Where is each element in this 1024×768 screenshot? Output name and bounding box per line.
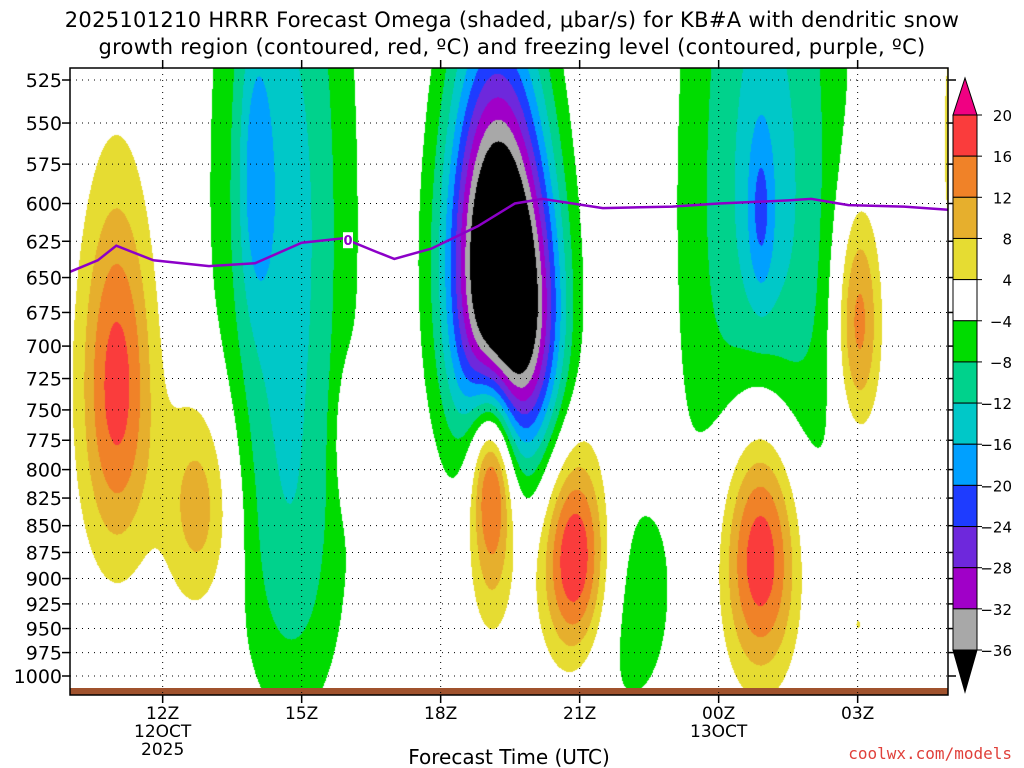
freezing-level-label-bg xyxy=(342,232,353,249)
y-tick-label: 600 xyxy=(26,194,62,216)
x-axis-title: Forecast Time (UTC) xyxy=(408,745,610,768)
y-tick-label: 700 xyxy=(26,336,62,358)
y-tick-label: 550 xyxy=(26,113,62,135)
colorbar-segment xyxy=(952,402,978,445)
colorbar-segment xyxy=(952,608,978,651)
colorbar-segment xyxy=(952,484,978,528)
colorbar-segment xyxy=(952,155,978,198)
colorbar-segment xyxy=(952,196,978,239)
y-tick-label: 750 xyxy=(26,400,62,422)
colorbar-label: 4 xyxy=(1002,272,1012,290)
y-tick-label: 950 xyxy=(26,619,62,641)
colorbar-label: 12 xyxy=(993,189,1012,207)
colorbar-label: 8 xyxy=(1002,230,1012,248)
colorbar-label: −4 xyxy=(990,313,1012,331)
source-credit: coolwx.com/models xyxy=(848,744,1012,763)
x-tick-label: 00Z xyxy=(702,704,735,724)
y-tick-label: 975 xyxy=(26,643,62,665)
colorbar-segment xyxy=(952,567,978,610)
x-tick-label: 12Z xyxy=(146,704,179,724)
x-tick-label: 21Z xyxy=(563,704,596,724)
plot-frame xyxy=(69,67,949,696)
colorbar-label: −16 xyxy=(980,436,1012,454)
colorbar-segment xyxy=(952,237,978,281)
y-tick-label: 675 xyxy=(26,302,62,324)
freezing-level-line xyxy=(69,197,949,273)
y-tick-label: 1000 xyxy=(14,666,62,688)
colorbar-label: −8 xyxy=(990,354,1012,372)
colorbar-label: −24 xyxy=(980,519,1012,537)
x-tick-label: 03Z xyxy=(841,704,874,724)
y-tick-label: 625 xyxy=(26,231,62,253)
y-tick-label: 850 xyxy=(26,516,62,538)
x-tick-label: 2025 xyxy=(141,740,184,760)
colorbar-label: −20 xyxy=(980,477,1012,495)
colorbar-label: 20 xyxy=(993,107,1012,125)
omega-shading xyxy=(70,68,948,695)
colorbar-label: −28 xyxy=(980,560,1012,578)
x-tick-label: 12OCT xyxy=(134,722,192,742)
y-tick-label: 725 xyxy=(26,369,62,391)
colorbar-segment xyxy=(952,443,978,486)
x-tick-label: 18Z xyxy=(424,704,457,724)
x-tick-label: 13OCT xyxy=(690,722,748,742)
colorbar-label: −12 xyxy=(980,395,1012,413)
chart-title-line-1: 2025101210 HRRR Forecast Omega (shaded, … xyxy=(64,8,960,32)
colorbar-arrow-top xyxy=(952,76,978,116)
colorbar-segment xyxy=(952,279,978,322)
chart-title-line-2: growth region (contoured, red, ºC) and f… xyxy=(98,35,926,59)
colorbar-arrow-bottom xyxy=(952,649,978,694)
x-tick-label: 15Z xyxy=(285,704,318,724)
y-tick-label: 925 xyxy=(26,594,62,616)
y-tick-label: 575 xyxy=(26,154,62,176)
y-tick-label: 650 xyxy=(26,268,62,290)
y-tick-label: 875 xyxy=(26,542,62,564)
colorbar-segment xyxy=(952,526,978,569)
terrain-strip xyxy=(70,688,948,695)
y-tick-label: 900 xyxy=(26,569,62,591)
y-tick-label: 825 xyxy=(26,488,62,510)
freezing-level-label: 0 xyxy=(343,234,352,249)
colorbar-label: −36 xyxy=(980,642,1012,660)
y-tick-label: 800 xyxy=(26,460,62,482)
colorbar-label: −32 xyxy=(980,601,1012,619)
colorbar-segment xyxy=(952,114,978,157)
colorbar-segment xyxy=(952,320,978,363)
colorbar-label: 16 xyxy=(993,148,1012,166)
colorbar-segment xyxy=(952,361,978,404)
y-tick-label: 525 xyxy=(26,70,62,92)
y-tick-label: 775 xyxy=(26,430,62,452)
